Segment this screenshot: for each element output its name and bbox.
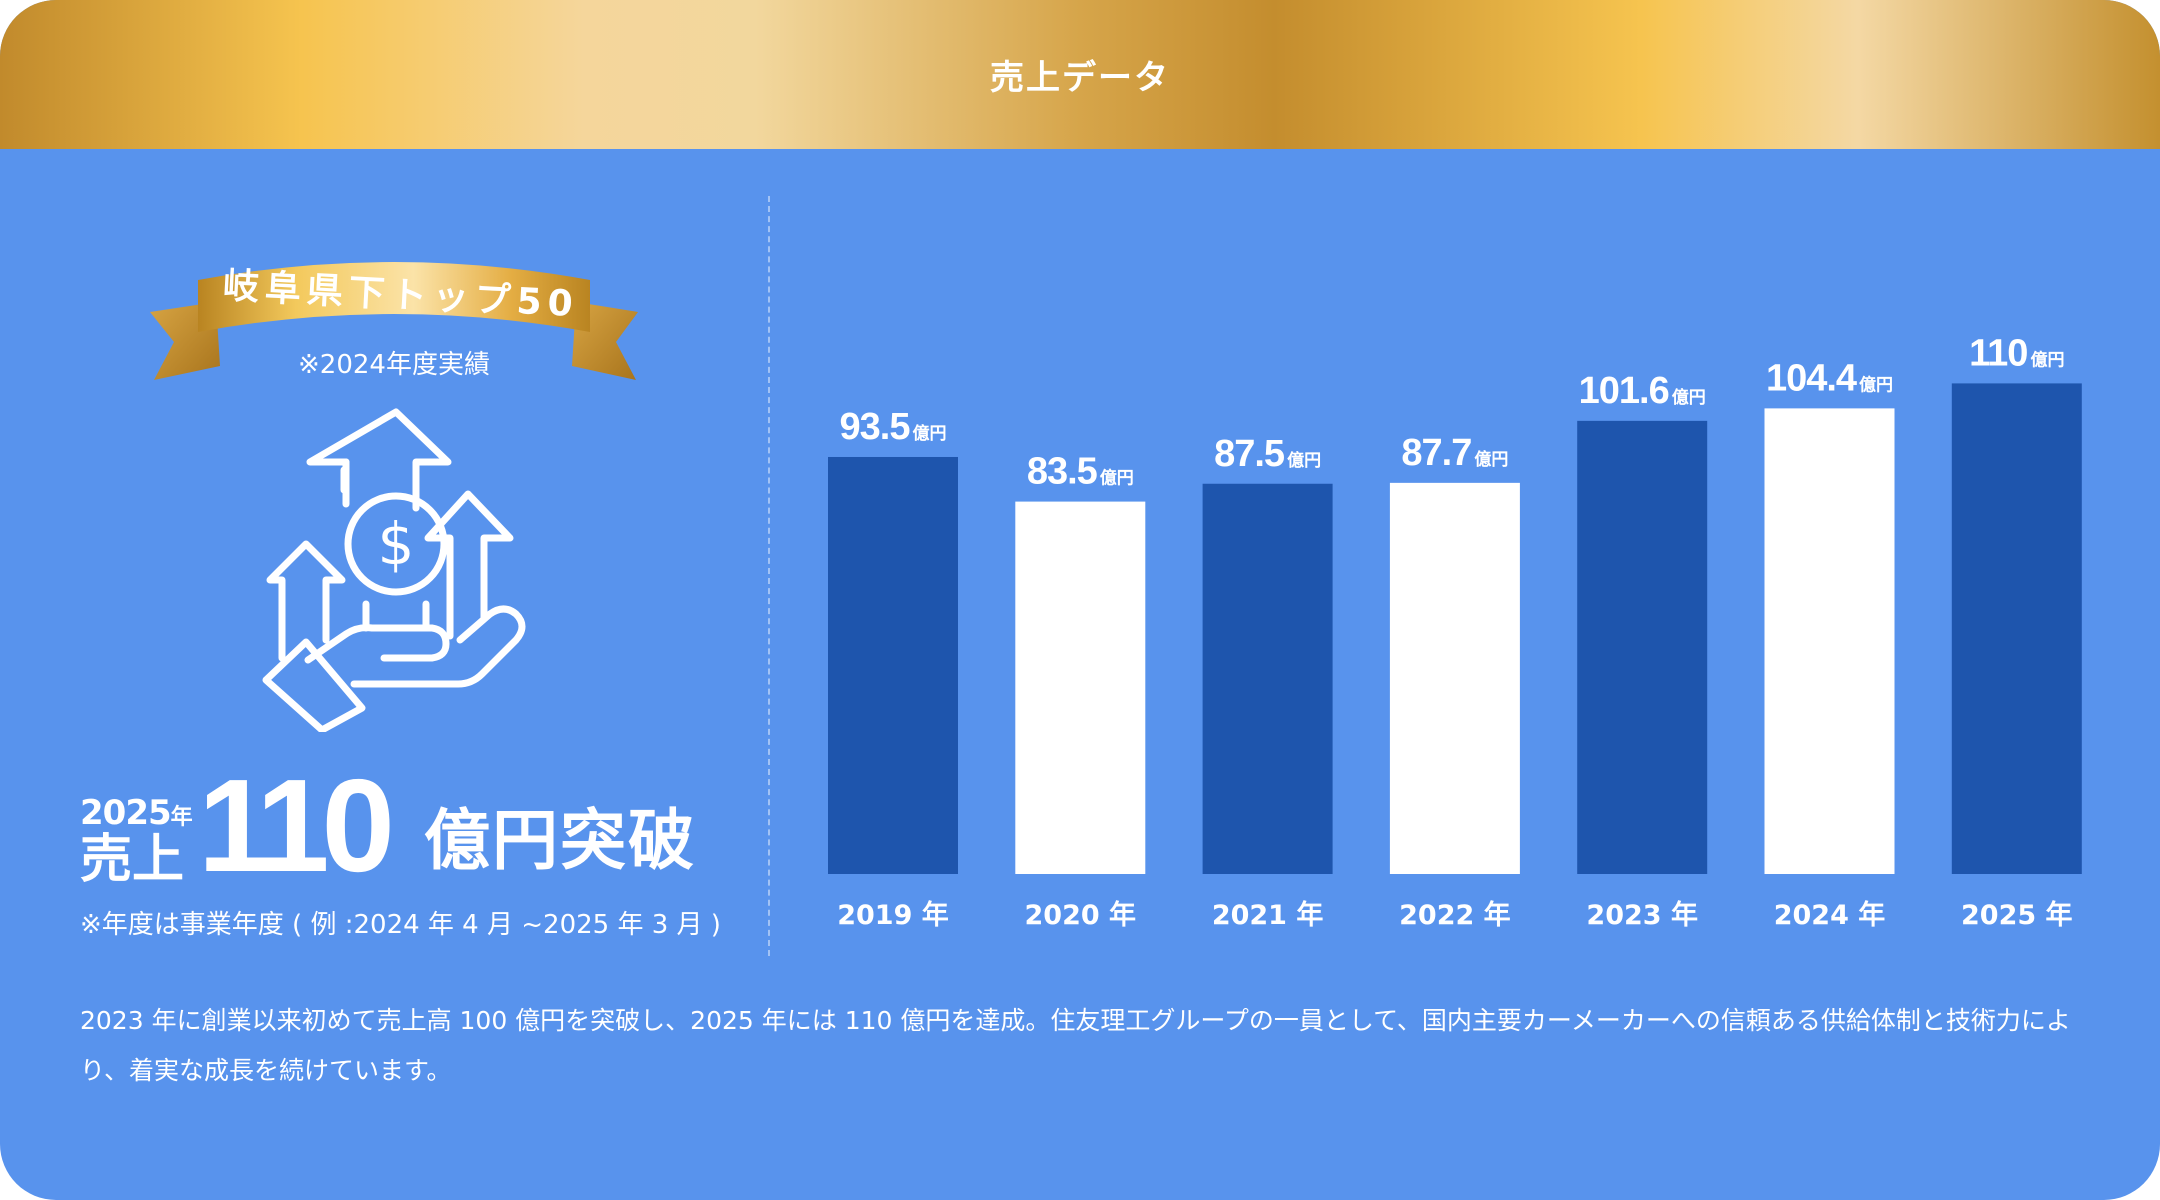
ranking-ribbon-badge: 岐阜県下トップ50 ※2024年度実績 (146, 250, 642, 390)
bar-value-label-6: 110 億円 (1969, 332, 2064, 374)
x-tick-label-6: 2025 年 (1961, 899, 2073, 931)
headline-label: 売上 (80, 830, 185, 890)
headline-year-unit: 年 (170, 805, 193, 830)
bar-1 (1015, 501, 1146, 874)
header-title: 売上データ (990, 58, 1170, 98)
sales-bar-chart: 93.5 億円 2019 年 83.5 億円 2020 年 87.5 億円 2021 年 87.7… (828, 332, 2082, 931)
x-tick-label-5: 2024 年 (1774, 899, 1886, 931)
bar-6 (1951, 383, 2082, 874)
headline-year-label: 2025年 売上 (80, 793, 193, 890)
bar-0 (828, 456, 958, 874)
description-text: 2023 年に創業以来初めて売上高 100 億円を突破し、2025 年には 11… (80, 1006, 2071, 1085)
money-hand-growth-arrows-icon: $ (262, 408, 526, 732)
bar-4 (1577, 420, 1708, 874)
x-tick-label-1: 2020 年 (1025, 899, 1137, 931)
bar-value-label-1: 83.5 億円 (1027, 451, 1134, 493)
x-tick-label-0: 2019 年 (837, 899, 949, 931)
headline-unit: 億円突破 (424, 802, 696, 879)
ribbon-subtitle: ※2024年度実績 (298, 350, 490, 380)
bar-2 (1202, 483, 1333, 874)
bar-5 (1764, 408, 1895, 874)
bar-value-label-4: 101.6 億円 (1579, 370, 1706, 412)
bar-value-label-2: 87.5 億円 (1214, 433, 1321, 475)
x-tick-label-2: 2021 年 (1212, 899, 1324, 931)
bar-value-label-5: 104.4 億円 (1766, 357, 1893, 399)
bar-3 (1389, 482, 1520, 874)
bar-value-label-3: 87.7 億円 (1401, 432, 1508, 474)
section-divider (768, 196, 770, 956)
header-bar: 売上データ (0, 0, 2160, 149)
bar-value-label-0: 93.5 億円 (840, 406, 947, 448)
fiscal-year-note: ※年度は事業年度 ( 例 :2024 年 4 月 ~2025 年 3 月 ) (80, 910, 721, 940)
headline-year: 2025 (80, 793, 172, 833)
headline-number: 110 (198, 752, 395, 899)
svg-text:$: $ (378, 510, 415, 578)
x-tick-label-3: 2022 年 (1399, 899, 1511, 931)
x-tick-label-4: 2023 年 (1586, 899, 1698, 931)
ribbon-icon (150, 262, 638, 380)
